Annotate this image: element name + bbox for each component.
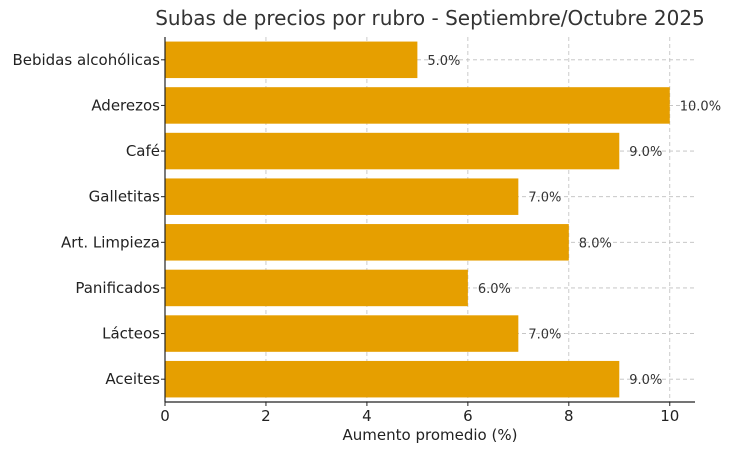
category-label: Lácteos (102, 325, 160, 343)
category-label: Panificados (75, 279, 160, 297)
data-label: 6.0% (478, 282, 511, 297)
category-label: Galletitas (89, 188, 161, 206)
x-tick-label: 0 (160, 407, 170, 425)
bar (165, 269, 468, 307)
category-label: Aderezos (91, 96, 160, 114)
axes (161, 37, 695, 406)
category-label: Aceites (105, 370, 160, 388)
x-tick-label: 10 (660, 407, 679, 425)
bars (165, 41, 670, 398)
bar (165, 87, 670, 124)
x-tick-label: 2 (261, 407, 271, 425)
bar (165, 178, 519, 215)
data-label: 9.0% (629, 373, 662, 388)
bar (165, 41, 418, 79)
labels: Bebidas alcohólicas 5.0% Aderezos 10.0% Café… (12, 51, 721, 425)
category-label: Bebidas alcohólicas (12, 51, 160, 69)
x-tick-label: 6 (463, 407, 473, 425)
data-label: 10.0% (680, 99, 721, 114)
data-label: 5.0% (427, 54, 460, 69)
bar (165, 132, 620, 170)
data-label: 8.0% (579, 236, 612, 251)
data-label: 9.0% (629, 145, 662, 160)
category-label: Art. Limpieza (61, 233, 160, 251)
x-tick-label: 8 (564, 407, 574, 425)
bar (165, 360, 620, 398)
data-label: 7.0% (528, 328, 561, 343)
bar (165, 224, 569, 261)
category-label: Café (126, 142, 160, 160)
chart-title: Subas de precios por rubro - Septiembre/… (155, 6, 705, 30)
bar (165, 315, 519, 352)
data-label: 7.0% (528, 191, 561, 206)
x-axis-label: Aumento promedio (%) (343, 426, 518, 444)
x-tick-label: 4 (362, 407, 372, 425)
